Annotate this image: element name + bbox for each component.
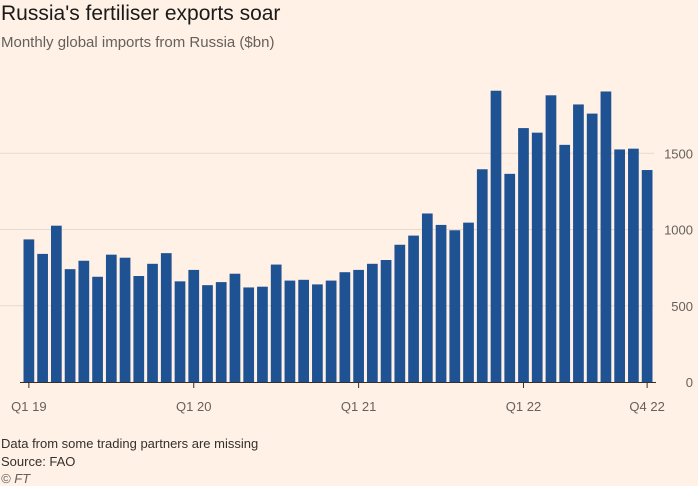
bar — [257, 286, 268, 382]
bar — [270, 264, 282, 382]
source-note: Source: FAO — [1, 454, 76, 469]
bar — [394, 244, 406, 382]
y-tick-label: 500 — [671, 299, 693, 314]
bar — [353, 269, 364, 382]
bar — [229, 273, 241, 382]
x-tick-label: Q1 20 — [176, 399, 211, 414]
bar — [243, 287, 255, 382]
bar — [92, 276, 103, 382]
bar — [504, 173, 516, 382]
bar — [312, 284, 323, 382]
bar — [518, 128, 529, 382]
x-tick-label: Q4 22 — [629, 399, 664, 414]
bar — [50, 225, 62, 382]
ft-credit: © FT — [1, 471, 31, 486]
chart-subtitle: Monthly global imports from Russia ($bn) — [1, 34, 275, 51]
bar — [641, 170, 653, 382]
bar — [380, 260, 392, 382]
bar — [476, 169, 488, 382]
bar — [160, 253, 172, 382]
bar — [78, 260, 90, 382]
bar — [133, 276, 145, 382]
bar — [531, 132, 543, 382]
bar — [284, 280, 296, 382]
bar — [628, 148, 639, 382]
bar — [23, 239, 35, 382]
bar — [463, 222, 474, 382]
footnote: Data from some trading partners are miss… — [1, 436, 259, 451]
bar — [449, 230, 461, 382]
bar — [408, 235, 419, 382]
bar — [435, 224, 447, 382]
y-tick-label: 0 — [686, 375, 693, 390]
bar — [573, 104, 584, 382]
bar — [600, 91, 612, 383]
bar — [559, 144, 571, 382]
bar — [174, 281, 186, 382]
bar — [105, 254, 117, 382]
bar — [119, 257, 131, 382]
chart-title: Russia's fertiliser exports soar — [1, 2, 281, 25]
bar — [202, 285, 213, 382]
bar — [147, 263, 158, 382]
y-tick-label: 1000 — [664, 223, 693, 238]
bar — [64, 269, 76, 382]
bar — [586, 113, 598, 382]
bar — [325, 280, 337, 382]
bar — [490, 90, 502, 382]
bar — [215, 282, 227, 382]
bar — [545, 95, 557, 383]
y-tick-label: 1500 — [664, 146, 693, 161]
bar — [298, 279, 310, 382]
x-tick-label: Q1 19 — [11, 399, 46, 414]
bar — [339, 272, 351, 382]
x-tick-label: Q1 22 — [506, 399, 541, 414]
bar — [614, 149, 626, 382]
x-tick-label: Q1 21 — [341, 399, 376, 414]
bar — [188, 269, 200, 382]
chart-canvas: 0 500 1000 1500 Q1 19 Q1 20 Q1 21 Q1 22 Q4 22 — [0, 90, 693, 414]
bar — [37, 253, 48, 382]
bar — [421, 213, 433, 382]
bar — [366, 263, 378, 382]
